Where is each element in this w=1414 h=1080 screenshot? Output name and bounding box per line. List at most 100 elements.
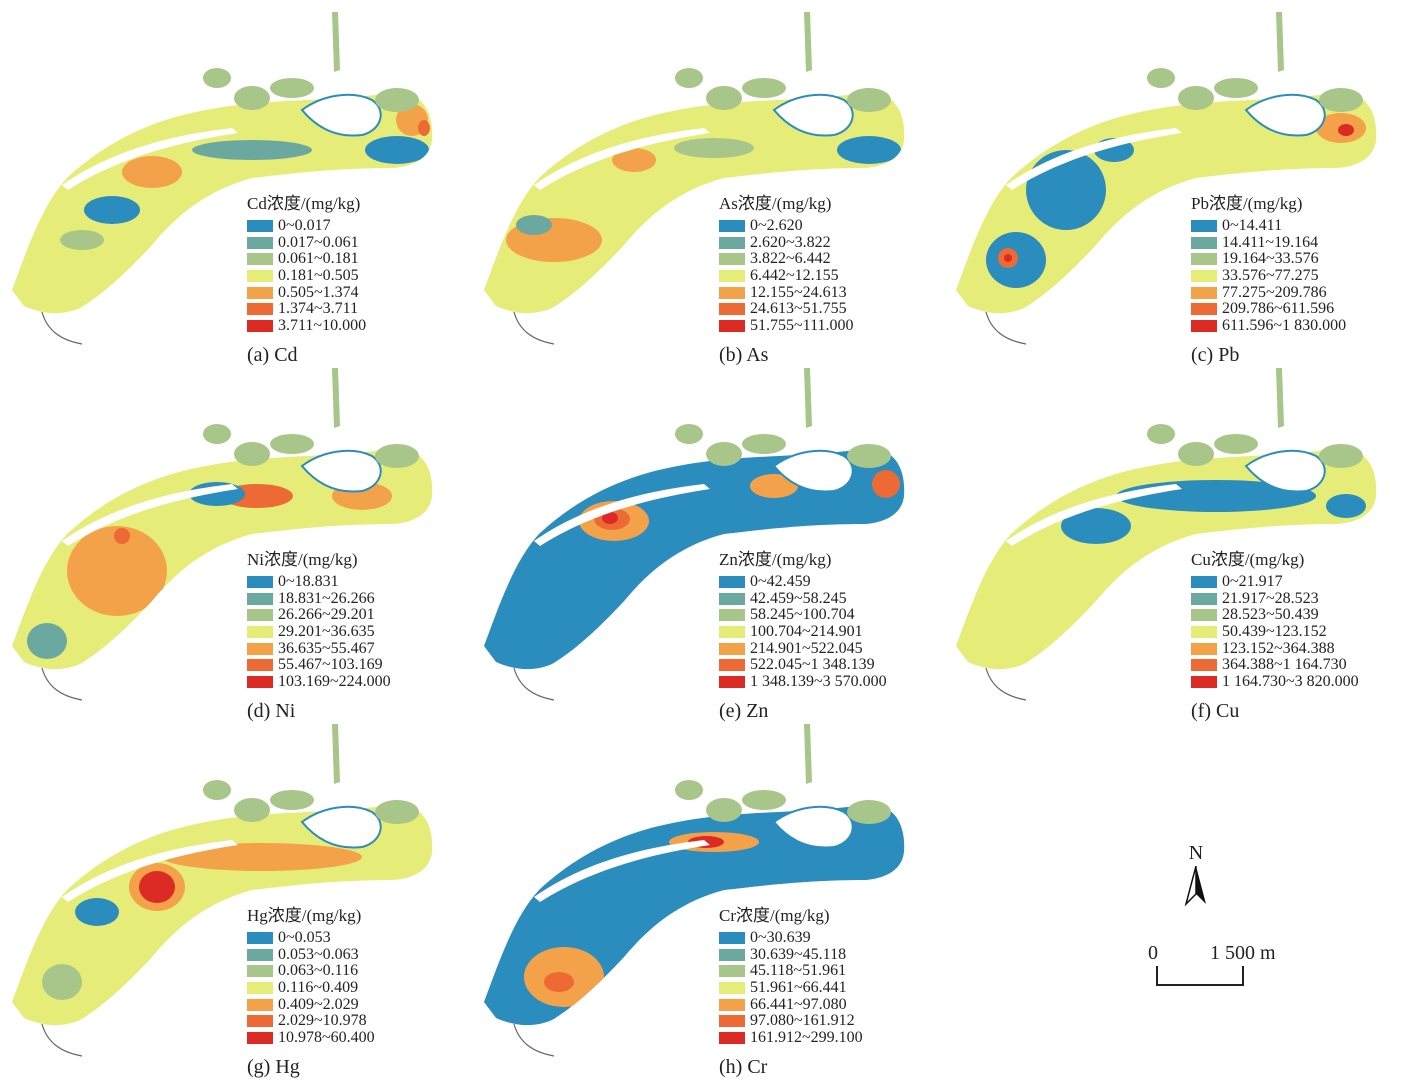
legend-title: Ni浓度/(mg/kg)	[247, 550, 358, 569]
cr-map	[484, 724, 905, 1057]
legend-label: 19.164~33.576	[1222, 250, 1319, 268]
panel-caption: (d) Ni	[247, 700, 296, 722]
lake	[300, 449, 382, 493]
concentration-zone	[75, 898, 119, 926]
cd-map	[12, 12, 433, 345]
ni-map	[12, 368, 433, 701]
river-channel	[1006, 484, 1182, 546]
legend-label: 209.786~611.596	[1222, 300, 1335, 318]
outflow-channel	[985, 311, 1027, 345]
legend-label: 6.442~12.155	[750, 267, 839, 285]
legend-label: 0~30.639	[750, 929, 811, 947]
legend-swatch	[719, 609, 745, 622]
legend-item: 0~14.411	[1191, 218, 1411, 235]
legend-item: 0.181~0.505	[247, 268, 467, 285]
legend-item: 12.155~24.613	[719, 284, 939, 301]
outflow-channel	[41, 1023, 83, 1057]
legend-item: 123.152~364.388	[1191, 640, 1411, 657]
legend-label: 1 164.730~3 820.000	[1222, 672, 1359, 690]
legend-label: 0.061~0.181	[278, 250, 359, 268]
island-patch	[675, 780, 703, 800]
legend-item: 0~2.620	[719, 218, 939, 235]
legend-label: 0.505~1.374	[278, 283, 359, 301]
island-patch	[706, 798, 742, 822]
legend-label: 103.169~224.000	[278, 672, 391, 690]
legend-label: 214.901~522.045	[750, 639, 863, 657]
island-patch	[375, 800, 419, 824]
legend-label: 0.017~0.061	[278, 233, 359, 251]
island-patch	[1147, 68, 1175, 88]
legend-swatch	[719, 286, 745, 299]
north-arrow-label: N	[1188, 842, 1204, 864]
legend-swatch	[1191, 609, 1217, 622]
concentration-zone	[42, 964, 82, 1000]
northern-channel	[332, 724, 340, 784]
legend-title: Cu浓度/(mg/kg)	[1191, 550, 1305, 569]
legend-item: 29.201~36.635	[247, 624, 467, 641]
legend-label: 3.822~6.442	[750, 250, 831, 268]
concentration-zone	[122, 156, 182, 188]
legend-label: 66.441~97.080	[750, 995, 847, 1013]
legend-item: 6.442~12.155	[719, 268, 939, 285]
legend-swatch	[1191, 675, 1217, 688]
legend-item: 28.523~50.439	[1191, 607, 1411, 624]
concentration-zone	[114, 528, 130, 544]
river-channel	[1006, 128, 1182, 190]
island-patch	[270, 790, 314, 810]
legend-swatch	[1191, 576, 1217, 589]
legend-item: 0~21.917	[1191, 574, 1411, 591]
legend-item: 0~30.639	[719, 930, 939, 947]
lake	[772, 93, 854, 137]
legend-label: 1.374~3.711	[278, 300, 359, 318]
legend-label: 97.080~161.912	[750, 1012, 855, 1030]
legend-label: 0~0.053	[278, 929, 331, 947]
legend-swatch	[719, 948, 745, 961]
legend-item: 161.912~299.100	[719, 1029, 939, 1047]
legend-label: 51.961~66.441	[750, 979, 847, 997]
legend-swatch	[719, 998, 745, 1011]
legend-item: 1 164.730~3 820.000	[1191, 672, 1411, 691]
concentration-zone	[1326, 494, 1366, 518]
legend-swatch	[719, 236, 745, 249]
legend-item: 0.053~0.063	[247, 946, 467, 964]
scale-bar-line	[1156, 966, 1244, 986]
legend-swatch	[247, 319, 273, 332]
legend-label: 55.467~103.169	[278, 656, 383, 674]
island-patch	[203, 68, 231, 88]
legend-swatch	[247, 236, 273, 249]
cu-map	[956, 368, 1377, 701]
lake	[772, 449, 854, 493]
river-channel	[534, 128, 710, 190]
legend-swatch	[719, 303, 745, 316]
concentration-zone	[612, 148, 656, 172]
legend-label: 0~2.620	[750, 217, 803, 235]
northern-channel	[804, 724, 812, 784]
legend-item: 19.164~33.576	[1191, 251, 1411, 268]
legend-label: 30.639~45.118	[750, 945, 847, 963]
scale-bar-zero: 0	[1148, 942, 1158, 964]
island-patch	[234, 798, 270, 822]
legend-swatch	[1191, 319, 1217, 332]
river-channel	[62, 840, 238, 902]
legend-label: 28.523~50.439	[1222, 606, 1319, 624]
river-channel	[62, 484, 238, 546]
legend-swatch	[1191, 303, 1217, 316]
legend-item: 0.017~0.061	[247, 233, 467, 252]
legend-swatch	[247, 303, 273, 316]
legend-swatch	[719, 982, 745, 995]
scale-bar-distance: 1 500 m	[1210, 942, 1276, 964]
legend-item: 42.459~58.245	[719, 589, 939, 608]
legend-label: 42.459~58.245	[750, 589, 847, 607]
legend-item: 26.266~29.201	[247, 607, 467, 624]
concentration-zone	[192, 140, 312, 160]
legend-swatch	[247, 576, 273, 589]
legend-label: 0.409~2.029	[278, 995, 359, 1013]
legend-label: 0~42.459	[750, 573, 811, 591]
legend-label: 123.152~364.388	[1222, 639, 1335, 657]
northern-channel	[1276, 368, 1284, 428]
legend-item: 209.786~611.596	[1191, 301, 1411, 318]
panel-cr: Cr浓度/(mg/kg) 0~30.639 30.639~45.118 45.118~…	[474, 712, 944, 1078]
island-patch	[847, 444, 891, 468]
legend-swatch	[247, 659, 273, 672]
legend-swatch	[247, 948, 273, 961]
